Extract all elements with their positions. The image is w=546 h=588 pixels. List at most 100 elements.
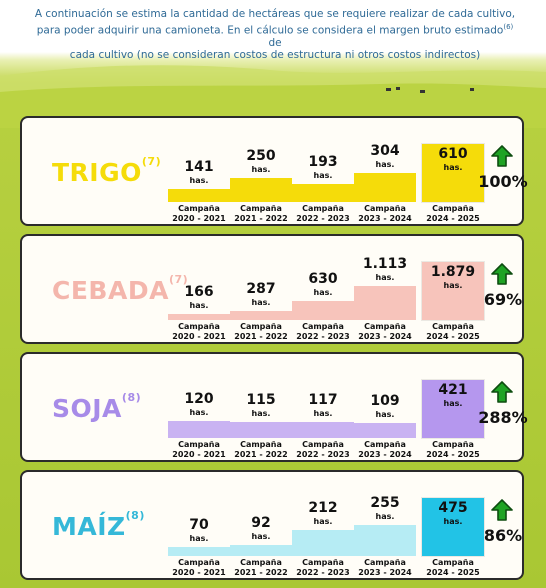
crop-name: SOJA(8) bbox=[52, 391, 142, 423]
bar-unit-label: has. bbox=[189, 534, 209, 543]
campaign-label: Campaña 2023 - 2024 bbox=[350, 322, 420, 342]
campaign-word: Campaña bbox=[178, 204, 220, 213]
percent-change: 86% bbox=[483, 526, 523, 545]
arrow-up-icon bbox=[491, 499, 513, 521]
bar-column: 212 has. Campaña 2022 - 2023 bbox=[292, 472, 354, 578]
bar-value-label: 255 bbox=[370, 495, 400, 511]
campaign-word: Campaña bbox=[432, 322, 474, 331]
campaign-label: Campaña 2023 - 2024 bbox=[350, 204, 420, 224]
campaign-years: 2021 - 2022 bbox=[234, 568, 288, 577]
bar-column: 141 has. Campaña 2020 - 2021 bbox=[168, 118, 230, 224]
bar bbox=[354, 525, 416, 556]
bar-value-label: 304 bbox=[370, 143, 400, 159]
campaign-years: 2021 - 2022 bbox=[234, 450, 288, 459]
campaign-word: Campaña bbox=[240, 204, 282, 213]
intro-line-2: para poder adquirir una camioneta. En el… bbox=[30, 21, 520, 50]
bar bbox=[421, 379, 485, 439]
campaign-word: Campaña bbox=[178, 558, 220, 567]
bar-unit-label: has. bbox=[313, 517, 333, 526]
bar-unit-label: has. bbox=[443, 163, 463, 172]
campaign-word: Campaña bbox=[178, 322, 220, 331]
campaign-years: 2024 - 2025 bbox=[426, 332, 480, 341]
campaign-word: Campaña bbox=[432, 204, 474, 213]
campaign-years: 2021 - 2022 bbox=[234, 214, 288, 223]
bar-unit-label: has. bbox=[189, 176, 209, 185]
bar-value-label: 1.113 bbox=[362, 256, 408, 272]
campaign-years: 2024 - 2025 bbox=[426, 450, 480, 459]
campaign-label: Campaña 2022 - 2023 bbox=[288, 322, 358, 342]
crop-panel-cebada: CEBADA(7) 166 has. Campaña 2020 - 2021 287 has… bbox=[20, 234, 524, 344]
bar bbox=[230, 311, 292, 320]
bar-value-label: 120 bbox=[184, 391, 214, 407]
campaign-years: 2023 - 2024 bbox=[358, 450, 412, 459]
bar-unit-label: has. bbox=[189, 408, 209, 417]
bar-unit-label: has. bbox=[251, 165, 271, 174]
campaign-word: Campaña bbox=[240, 440, 282, 449]
campaign-word: Campaña bbox=[364, 558, 406, 567]
campaign-word: Campaña bbox=[302, 558, 344, 567]
bar-column: 193 has. Campaña 2022 - 2023 bbox=[292, 118, 354, 224]
bar-column: 255 has. Campaña 2023 - 2024 bbox=[354, 472, 416, 578]
bar-unit-label: has. bbox=[375, 512, 395, 521]
campaign-label: Campaña 2020 - 2021 bbox=[164, 322, 234, 342]
campaign-label: Campaña 2023 - 2024 bbox=[350, 440, 420, 460]
campaign-label: Campaña 2021 - 2022 bbox=[226, 322, 296, 342]
campaign-years: 2023 - 2024 bbox=[358, 332, 412, 341]
campaign-years: 2024 - 2025 bbox=[426, 214, 480, 223]
bar bbox=[230, 178, 292, 202]
bar-column: 475 has. Campaña 2024 - 2025 bbox=[421, 472, 485, 578]
bar-unit-label: has. bbox=[251, 409, 271, 418]
intro-line-2b: de bbox=[268, 36, 282, 49]
bar bbox=[168, 189, 230, 202]
crop-name-ref: (8) bbox=[121, 391, 142, 404]
bar bbox=[230, 545, 292, 556]
campaign-years: 2024 - 2025 bbox=[426, 568, 480, 577]
bar-unit-label: has. bbox=[375, 410, 395, 419]
campaign-years: 2023 - 2024 bbox=[358, 214, 412, 223]
bar-value-label: 610 bbox=[438, 146, 468, 162]
bar-column: 1.879 has. Campaña 2024 - 2025 bbox=[421, 236, 485, 342]
bar bbox=[354, 286, 416, 320]
bar-value-label: 115 bbox=[246, 392, 276, 408]
bar-unit-label: has. bbox=[443, 517, 463, 526]
bar bbox=[230, 422, 292, 438]
bar-unit-label: has. bbox=[313, 288, 333, 297]
crop-name: TRIGO(7) bbox=[52, 155, 161, 187]
campaign-years: 2022 - 2023 bbox=[296, 332, 350, 341]
crop-name-text: TRIGO bbox=[52, 158, 142, 187]
campaign-label: Campaña 2020 - 2021 bbox=[164, 204, 234, 224]
crop-name: CEBADA(7) bbox=[52, 273, 188, 305]
crop-name-ref: (8) bbox=[125, 509, 145, 522]
bar-value-label: 141 bbox=[184, 159, 214, 175]
percent-change: 100% bbox=[478, 172, 528, 191]
campaign-word: Campaña bbox=[240, 322, 282, 331]
campaign-word: Campaña bbox=[364, 204, 406, 213]
intro-text: A continuación se estima la cantidad de … bbox=[30, 8, 520, 62]
bar-column: 166 has. Campaña 2020 - 2021 bbox=[168, 236, 230, 342]
bar-unit-label: has. bbox=[251, 298, 271, 307]
bar-unit-label: has. bbox=[443, 281, 463, 290]
campaign-label: Campaña 2021 - 2022 bbox=[226, 204, 296, 224]
campaign-years: 2022 - 2023 bbox=[296, 214, 350, 223]
bar-value-label: 287 bbox=[246, 281, 276, 297]
bar-column: 92 has. Campaña 2021 - 2022 bbox=[230, 472, 292, 578]
bar-value-label: 92 bbox=[251, 515, 271, 531]
bar-column: 70 has. Campaña 2020 - 2021 bbox=[168, 472, 230, 578]
bar-column: 115 has. Campaña 2021 - 2022 bbox=[230, 354, 292, 460]
bar-unit-label: has. bbox=[313, 171, 333, 180]
campaign-years: 2022 - 2023 bbox=[296, 568, 350, 577]
bar bbox=[168, 314, 230, 320]
campaign-label: Campaña 2021 - 2022 bbox=[226, 440, 296, 460]
campaign-label: Campaña 2022 - 2023 bbox=[288, 440, 358, 460]
bar bbox=[421, 143, 485, 203]
bar-column: 250 has. Campaña 2021 - 2022 bbox=[230, 118, 292, 224]
bar-value-label: 117 bbox=[308, 392, 338, 408]
intro-line-2a: para poder adquirir una camioneta. En el… bbox=[36, 24, 504, 36]
campaign-word: Campaña bbox=[364, 322, 406, 331]
crop-name-text: SOJA bbox=[52, 394, 122, 423]
bar-column: 117 has. Campaña 2022 - 2023 bbox=[292, 354, 354, 460]
campaign-label: Campaña 2023 - 2024 bbox=[350, 558, 420, 578]
intro-line-3: cada cultivo (no se consideran costos de… bbox=[69, 49, 481, 61]
bar-column: 1.113 has. Campaña 2023 - 2024 bbox=[354, 236, 416, 342]
campaign-word: Campaña bbox=[178, 440, 220, 449]
